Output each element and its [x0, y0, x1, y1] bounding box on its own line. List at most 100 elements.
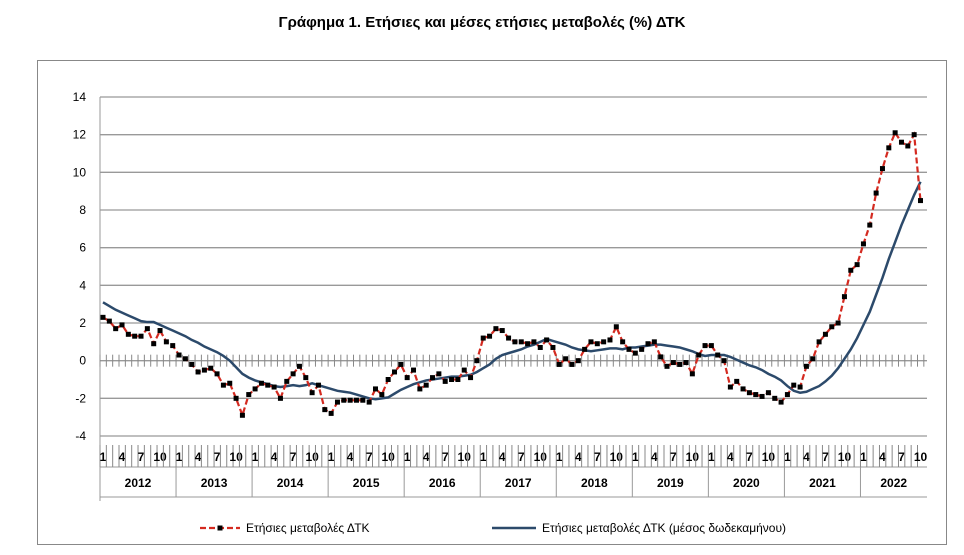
data-point	[791, 382, 797, 388]
y-tick-label: 14	[73, 90, 87, 104]
legend-label-average: Ετήσιες μεταβολές ΔΤΚ (μέσος δωδεκαμήνου…	[542, 521, 786, 535]
data-point	[525, 341, 531, 347]
data-point	[829, 324, 835, 330]
month-label: 1	[784, 450, 791, 464]
data-point	[841, 294, 847, 300]
data-point	[696, 352, 702, 358]
year-label: 2018	[581, 476, 608, 490]
data-point	[100, 314, 106, 320]
year-label: 2017	[505, 476, 532, 490]
month-label: 7	[442, 450, 449, 464]
month-label: 10	[686, 450, 700, 464]
y-tick-label: 6	[79, 241, 86, 255]
data-point	[734, 378, 740, 384]
month-label: 7	[518, 450, 525, 464]
year-label: 2021	[809, 476, 836, 490]
y-tick-label: 0	[79, 354, 86, 368]
data-point	[360, 397, 366, 403]
data-point	[144, 326, 150, 332]
month-label: 4	[271, 450, 278, 464]
data-point	[677, 361, 683, 367]
data-point	[544, 337, 550, 343]
year-label: 2016	[429, 476, 456, 490]
month-label: 1	[176, 450, 183, 464]
data-point	[220, 382, 226, 388]
data-point	[277, 395, 283, 401]
month-label: 4	[195, 450, 202, 464]
y-tick-label: 10	[73, 165, 87, 179]
data-point	[626, 346, 632, 352]
data-point	[632, 350, 638, 356]
month-label: 10	[534, 450, 548, 464]
data-point	[461, 367, 467, 373]
data-point	[822, 331, 828, 337]
month-label: 10	[914, 450, 928, 464]
data-point	[569, 361, 575, 367]
data-point	[702, 343, 708, 349]
data-point	[487, 333, 493, 339]
month-label: 10	[610, 450, 624, 464]
month-label: 4	[727, 450, 734, 464]
data-point	[715, 352, 721, 358]
month-label: 7	[822, 450, 829, 464]
data-point	[898, 139, 904, 145]
data-point	[563, 356, 569, 362]
data-point	[468, 375, 474, 381]
data-point	[607, 337, 613, 343]
data-point	[392, 369, 398, 375]
data-point	[601, 339, 607, 345]
data-point	[506, 335, 512, 341]
data-point	[480, 335, 486, 341]
data-point	[290, 371, 296, 377]
data-point	[208, 365, 214, 371]
data-point	[284, 378, 290, 384]
month-label: 1	[860, 450, 867, 464]
month-label: 10	[458, 450, 472, 464]
month-label: 7	[670, 450, 677, 464]
data-point	[182, 356, 188, 362]
chart-frame	[37, 60, 947, 545]
data-point	[746, 390, 752, 396]
data-point	[119, 322, 125, 328]
data-point	[309, 390, 315, 396]
data-point	[512, 339, 518, 345]
legend-marker-annual	[217, 525, 223, 531]
month-label: 4	[575, 450, 582, 464]
data-point	[201, 367, 207, 373]
data-point	[886, 145, 892, 151]
year-label: 2020	[733, 476, 760, 490]
data-point	[537, 344, 543, 350]
y-tick-label: -2	[75, 391, 86, 405]
data-point	[430, 375, 436, 381]
data-point	[176, 352, 182, 358]
data-point	[664, 363, 670, 369]
data-point	[442, 378, 448, 384]
chart-title: Γράφημα 1. Ετήσιες και μέσες ετήσιες μετ…	[279, 14, 686, 31]
data-point	[233, 395, 239, 401]
data-point	[550, 344, 556, 350]
data-point	[803, 363, 809, 369]
data-point	[670, 360, 676, 366]
data-point	[594, 341, 600, 347]
year-label: 2013	[201, 476, 228, 490]
data-point	[303, 375, 309, 381]
data-point	[113, 326, 119, 332]
data-point	[645, 341, 651, 347]
data-point	[759, 393, 765, 399]
data-point	[379, 392, 385, 398]
data-point	[334, 399, 340, 405]
data-point	[613, 324, 619, 330]
data-point	[372, 386, 378, 392]
data-point	[315, 382, 321, 388]
data-point	[911, 132, 917, 138]
data-point	[474, 358, 480, 364]
data-point	[848, 267, 854, 273]
month-label: 10	[381, 450, 395, 464]
month-label: 10	[762, 450, 776, 464]
data-point	[575, 358, 581, 364]
data-point	[493, 326, 499, 332]
data-point	[867, 222, 873, 228]
y-tick-label: 4	[79, 278, 86, 292]
y-tick-label: 2	[79, 316, 86, 330]
